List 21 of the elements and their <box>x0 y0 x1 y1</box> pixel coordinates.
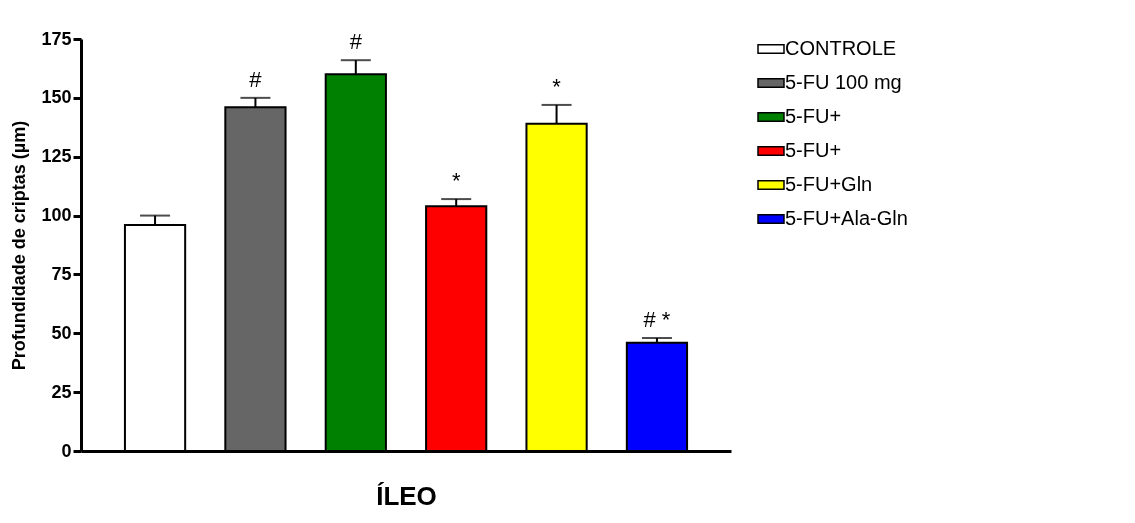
legend-label: 5-FU+Ala-Gln <box>785 207 908 229</box>
y-tick-label: 0 <box>61 440 72 461</box>
y-tick-label: 50 <box>51 322 72 343</box>
y-tick-label: 75 <box>51 263 72 284</box>
data-label: # * <box>643 306 671 332</box>
data-label: # <box>349 29 363 55</box>
legend-label: 5-FU+ <box>785 105 842 127</box>
x-axis-title: ÍLEO <box>376 480 437 511</box>
legend-label: 5-FU 100 mg <box>785 71 902 93</box>
legend-label: 5-FU+Gln <box>785 173 873 195</box>
data-label: * <box>552 73 562 99</box>
y-tick-label: 25 <box>51 381 72 402</box>
data-label: # <box>249 66 263 92</box>
y-axis-title: Profundidade de criptas (µm) <box>9 120 30 371</box>
y-tick-label: 175 <box>41 28 72 49</box>
legend-label: CONTROLE <box>785 37 897 59</box>
data-label: * <box>451 168 461 194</box>
y-tick-label: 100 <box>41 205 72 226</box>
y-tick-label: 125 <box>41 146 72 167</box>
y-tick-label: 150 <box>41 87 72 108</box>
legend-label: 5-FU+ <box>785 139 842 161</box>
